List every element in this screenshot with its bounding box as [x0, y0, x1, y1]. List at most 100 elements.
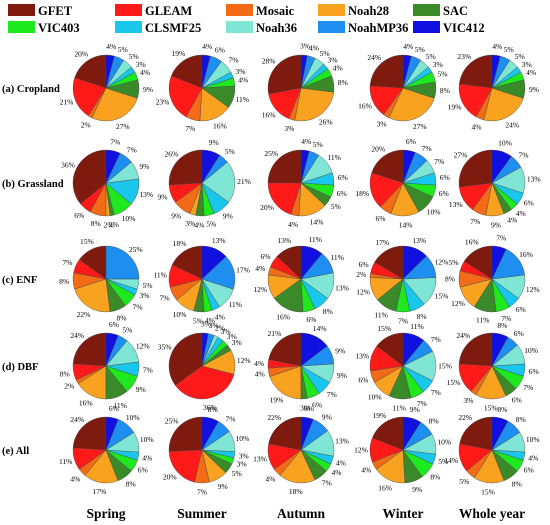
slice-percent-label: 24% [367, 53, 381, 62]
slice-percent-label: 15% [438, 362, 452, 371]
legend-swatch [115, 21, 142, 33]
legend-label: Noah36 [256, 21, 297, 35]
slice-percent-label: 22% [267, 413, 281, 422]
slice-percent-label: 12% [253, 285, 267, 294]
pie-slice [201, 161, 236, 203]
slice-percent-label: 5% [193, 316, 203, 325]
slice-percent-label: 10% [427, 207, 441, 216]
slice-percent-label: 8% [417, 312, 427, 321]
slice-percent-label: 4% [301, 137, 311, 146]
slice-percent-label: 24% [70, 331, 84, 340]
slice-percent-label: 8% [208, 405, 218, 414]
legend-swatch [226, 4, 253, 16]
pie-slice [168, 449, 203, 483]
slice-percent-label: 20% [163, 472, 177, 481]
slice-percent-label: 6% [359, 260, 369, 269]
pie-slice [105, 149, 121, 184]
slice-percent-label: 9% [529, 85, 539, 94]
slice-percent-label: 8% [430, 472, 440, 481]
slice-percent-label: 24% [456, 331, 470, 340]
slice-percent-label: 9% [136, 385, 146, 394]
pie-slice [300, 245, 323, 280]
slice-percent-label: 5% [331, 202, 341, 211]
slice-percent-label: 5% [320, 49, 330, 58]
slice-percent-label: 2% [104, 220, 114, 229]
legend-label: Noah28 [348, 4, 389, 18]
slice-percent-label: 36% [203, 403, 217, 412]
slice-percent-label: 7% [496, 234, 506, 243]
slice-percent-label: 13% [527, 175, 541, 184]
slice-percent-label: 10% [498, 139, 512, 148]
slice-percent-label: 7% [185, 124, 195, 133]
slice-percent-label: 17% [236, 265, 250, 274]
slice-percent-label: 26% [165, 150, 179, 159]
slice-percent-label: 20% [260, 203, 274, 212]
slice-percent-label: 8% [91, 219, 101, 228]
pie-slice [491, 149, 512, 184]
pie-slice [267, 182, 302, 215]
row-label: (c) ENF [2, 275, 37, 286]
slice-percent-label: 15% [484, 404, 498, 413]
pie-slice [483, 87, 524, 122]
slice-percent-label: 6% [358, 376, 368, 385]
slice-percent-label: 4% [106, 42, 116, 51]
column-label: Winter [383, 506, 424, 521]
pie-slice [402, 149, 416, 184]
slice-percent-label: 8% [429, 417, 439, 426]
slice-percent-label: 26% [319, 118, 333, 127]
slice-percent-label: 2% [64, 382, 74, 391]
slice-percent-label: 9% [140, 162, 150, 171]
slice-percent-label: 9% [410, 405, 420, 414]
pie-slice [268, 332, 302, 367]
slice-percent-label: 10% [437, 438, 451, 447]
slice-percent-label: 14% [313, 324, 327, 333]
slice-percent-label: 11% [236, 95, 249, 104]
slice-percent-label: 7% [133, 302, 143, 311]
pie-slice [300, 149, 310, 184]
slice-percent-label: 18% [289, 487, 303, 496]
slice-percent-label: 2% [215, 324, 225, 333]
pie-slice [458, 332, 493, 367]
slice-percent-label: 5% [438, 457, 448, 466]
pie-slice [491, 54, 501, 89]
column-label: Spring [86, 506, 125, 521]
slice-percent-label: 12% [354, 446, 368, 455]
slice-percent-label: 4% [309, 44, 319, 53]
slice-percent-label: 35% [158, 342, 172, 351]
slice-percent-label: 13% [253, 455, 267, 464]
pie-slice [402, 245, 427, 280]
pie-slice [105, 54, 115, 89]
slice-percent-label: 5% [504, 45, 514, 54]
slice-percent-label: 13% [335, 284, 349, 293]
slice-percent-label: 8% [497, 405, 507, 414]
slice-percent-label: 6% [74, 211, 84, 220]
slice-percent-label: 11% [113, 401, 126, 410]
legend-swatch [413, 21, 440, 33]
slice-percent-label: 5% [143, 281, 153, 290]
slice-percent-label: 4% [332, 468, 342, 477]
slice-percent-label: 10% [126, 413, 140, 422]
slice-percent-label: 6% [516, 305, 526, 314]
slice-percent-label: 20% [74, 50, 88, 59]
slice-percent-label: 8% [126, 480, 136, 489]
pie-slice [372, 416, 404, 451]
slice-percent-label: 4% [516, 209, 526, 218]
pie-slice [388, 87, 435, 122]
slice-percent-label: 9% [158, 193, 168, 202]
legend-swatch [318, 4, 345, 16]
pie-slice [168, 75, 203, 118]
pie-slice [72, 416, 107, 451]
legend-swatch [413, 4, 440, 16]
pie-slice [72, 149, 107, 205]
pie-slice [458, 149, 493, 188]
slice-percent-label: 5% [515, 52, 525, 61]
pie-slice [402, 54, 412, 89]
pie-slice [74, 278, 111, 313]
slice-percent-label: 3% [522, 60, 532, 69]
slice-percent-label: 13% [139, 190, 153, 199]
pie-slice [369, 54, 404, 89]
slice-percent-label: 3% [201, 320, 211, 329]
pie-slice [201, 416, 219, 451]
slice-percent-label: 4% [255, 370, 265, 379]
slice-percent-label: 17% [375, 238, 389, 247]
